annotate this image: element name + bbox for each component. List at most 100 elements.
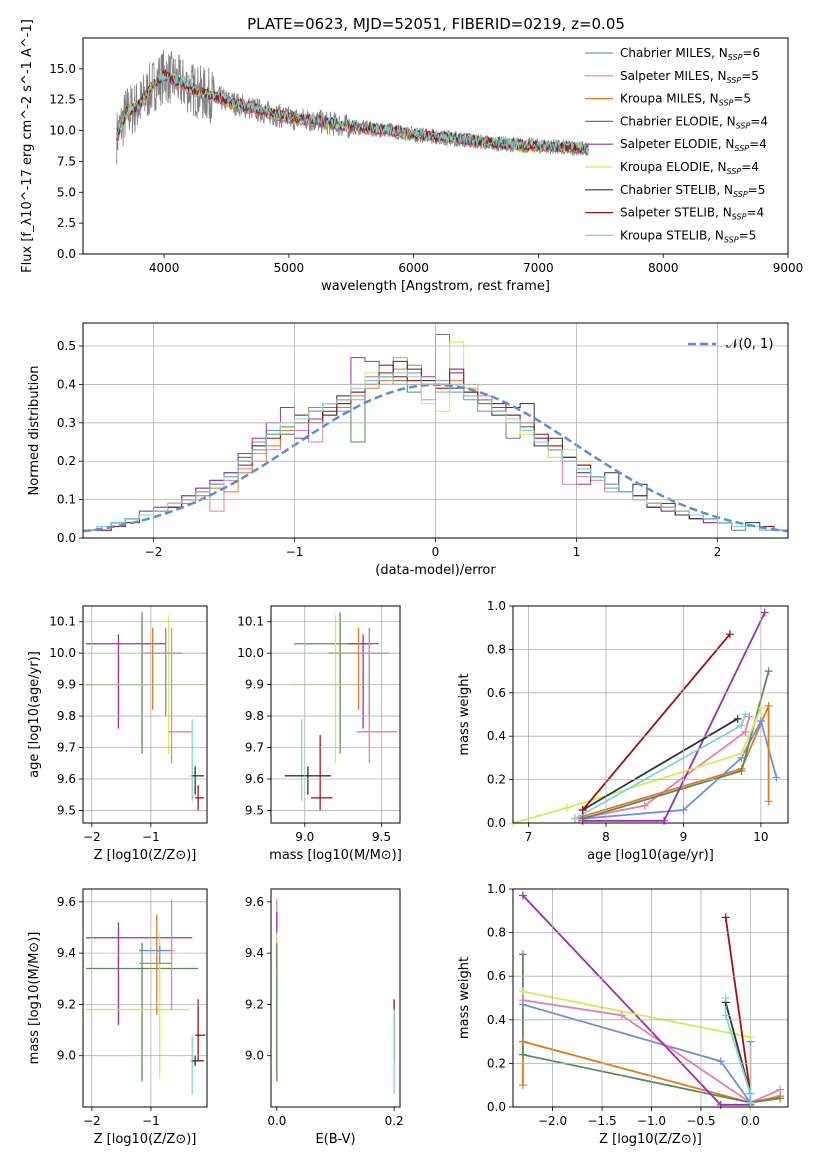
mass_weight_vs_age-x-tick-label: 8 — [602, 830, 610, 844]
plus-marker — [764, 667, 773, 676]
plus-marker — [679, 805, 688, 814]
age_vs_mass-y-tick-label: 9.7 — [245, 741, 264, 755]
mass_vs_Z-panel: −2 −1 9.0 9.2 9.4 9.6 Z [log10(Z/Z⊙)] mass [log… — [27, 888, 208, 1147]
mass_weight_vs_Z-x-tick-label: −1.0 — [637, 1114, 666, 1128]
spectrum-x-tick-label: 8000 — [648, 261, 679, 275]
residual_hist-y-tick-label: 0.3 — [57, 416, 76, 430]
spectrum-plot-area — [116, 49, 589, 165]
age_vs_Z-x-tick-label: −2 — [83, 830, 101, 844]
figure-title: PLATE=0623, MJD=52051, FIBERID=0219, z=0… — [247, 15, 625, 33]
mass_vs_ebv-y-tick-label: 9.6 — [245, 895, 264, 909]
plus-marker — [721, 1011, 730, 1020]
age_vs_Z-y-tick-label: 10.0 — [49, 646, 76, 660]
spectrum-x-tick-label: 9000 — [773, 261, 804, 275]
plus-marker — [776, 1094, 785, 1103]
plus-marker — [746, 1098, 755, 1107]
age_vs_Z-y-tick-label: 9.9 — [57, 678, 76, 692]
age_vs_Z-y-tick-label: 9.5 — [57, 803, 76, 817]
weight-line — [522, 990, 752, 1107]
age_vs_mass-plot-area — [284, 612, 397, 811]
plus-marker — [518, 950, 527, 959]
plus-marker — [764, 701, 773, 710]
plus-marker — [518, 891, 527, 900]
mass_weight_vs_age-x-tick-label: 9 — [680, 830, 688, 844]
age_vs_mass-y-tick-label: 9.9 — [245, 678, 264, 692]
plus-marker — [518, 996, 527, 1005]
spectrum-frame — [82, 37, 789, 255]
residual_hist-y-tick-label: 0.2 — [57, 454, 76, 468]
mass_weight_vs_age-y-axis-label: mass weight — [457, 673, 472, 755]
plus-marker — [721, 913, 730, 922]
plus-marker — [518, 1081, 527, 1090]
age_vs_Z-y-tick-label: 9.8 — [57, 709, 76, 723]
mass_vs_ebv-frame — [270, 888, 401, 1108]
mass_vs_Z-x-axis-label: Z [log10(Z/Z⊙)] — [94, 1132, 197, 1147]
residual_hist-x-tick-label: −1 — [286, 545, 304, 559]
mass_vs_Z-x-tick-label: −2 — [83, 1114, 101, 1128]
mass_weight_vs_age-panel: 7 8 9 10 0.0 0.2 0.4 0.6 0.8 1.0 age [log10(age/yr… — [457, 599, 789, 863]
age_vs_Z-x-axis-label: Z [log10(Z/Z⊙)] — [94, 848, 197, 863]
weight-line — [582, 718, 739, 811]
mass_vs_ebv-panel: 0.0 0.2 9.0 9.2 9.4 9.6 E(B-V) — [245, 888, 404, 1147]
age_vs_Z-panel: −2 −1 9.5 9.6 9.7 9.8 9.9 10.0 10.1 Z [log10(Z/Z⊙… — [27, 605, 208, 863]
legend-entry: Chabrier STELIB, NSSP=5 — [620, 183, 765, 199]
mass_vs_ebv-y-tick-label: 9.0 — [245, 1049, 264, 1063]
plus-marker — [570, 814, 579, 823]
spectrum-y-tick-label: 2.5 — [57, 216, 76, 230]
spectrum-y-tick-label: 15.0 — [49, 62, 76, 76]
weight-line — [724, 917, 752, 1095]
mass_vs_Z-y-tick-label: 9.6 — [57, 895, 76, 909]
residual_hist-y-tick-label: 0.0 — [57, 531, 76, 545]
weight-line — [513, 707, 762, 823]
age_vs_Z-x-tick-label: −1 — [142, 830, 160, 844]
plus-marker — [737, 766, 746, 775]
mass_weight_vs_age-y-tick-label: 0.0 — [487, 816, 506, 830]
weight-line — [522, 1003, 752, 1106]
age_vs_Z-y-tick-label: 9.7 — [57, 741, 76, 755]
mass_weight_vs_Z-x-tick-label: −0.5 — [686, 1114, 715, 1128]
legend-entry: Kroupa MILES, NSSP=5 — [620, 92, 751, 108]
mass_weight_vs_Z-frame — [512, 888, 789, 1108]
legend-entry: Salpeter ELODIE, NSSP=4 — [620, 137, 767, 153]
legend-entry: Kroupa ELODIE, NSSP=4 — [620, 160, 759, 176]
age_vs_Z-plot-area — [85, 612, 207, 811]
legend-entry: Salpeter STELIB, NSSP=4 — [620, 206, 764, 222]
spectrum-x-tick-label: 5000 — [274, 261, 305, 275]
legend-entry: Chabrier MILES, NSSP=6 — [620, 46, 760, 62]
legend-entry: 𝒩(0, 1) — [726, 337, 773, 352]
mass_vs_ebv-x-tick-label: 0.0 — [267, 1114, 286, 1128]
mass_vs_Z-y-tick-label: 9.0 — [57, 1049, 76, 1063]
spectrum-y-tick-label: 10.0 — [49, 124, 76, 138]
age_vs_Z-frame — [82, 605, 208, 824]
mass_vs_Z-plot-area — [85, 899, 206, 1095]
mass_weight_vs_Z-y-tick-label: 0.8 — [487, 926, 506, 940]
spectrum-x-axis-label: wavelength [Angstrom, rest frame] — [321, 279, 550, 294]
age_vs_Z-y-tick-label: 10.1 — [49, 615, 76, 629]
mass_weight_vs_age-plot-area — [513, 612, 778, 823]
residual_hist-y-tick-label: 0.5 — [57, 339, 76, 353]
age_vs_Z-y-axis-label: age [log10(age/yr)] — [27, 651, 42, 778]
mass_vs_Z-y-tick-label: 9.4 — [57, 946, 76, 960]
mass_weight_vs_age-y-tick-label: 0.2 — [487, 773, 506, 787]
mass_weight_vs_Z-y-tick-label: 0.6 — [487, 969, 506, 983]
legend-entry: Salpeter MILES, NSSP=5 — [620, 69, 759, 85]
plus-marker — [756, 717, 765, 726]
mass_weight_vs_Z-y-tick-label: 0.2 — [487, 1056, 506, 1070]
spectrum-y-axis-label: Flux [f_λ10^-17 erg cm^-2 s^-1 A^-1] — [20, 19, 35, 273]
mass_weight_vs_age-y-tick-label: 1.0 — [487, 599, 506, 613]
age_vs_mass-y-tick-label: 9.8 — [245, 709, 264, 723]
plus-marker — [518, 987, 527, 996]
plus-marker — [716, 1057, 725, 1066]
mass_weight_vs_Z-panel: −2.0 −1.5 −1.0 −0.5 0.0 0.0 0.2 0.4 0.6 0.8 1.0 Z [… — [457, 882, 789, 1147]
plus-marker — [760, 608, 769, 617]
age_vs_Z-y-tick-label: 9.6 — [57, 772, 76, 786]
mass_weight_vs_age-x-tick-label: 10 — [753, 830, 768, 844]
mass_weight_vs_age-x-tick-label: 7 — [525, 830, 533, 844]
weight-line — [582, 718, 778, 820]
age_vs_mass-panel: 9.0 9.5 9.5 9.6 9.7 9.8 9.9 10.0 10.1 mass [log10… — [237, 605, 402, 863]
mass_weight_vs_age-y-tick-label: 0.8 — [487, 642, 506, 656]
weight-line — [522, 894, 751, 1106]
plus-marker — [578, 805, 587, 814]
spectrum-x-tick-label: 4000 — [149, 261, 180, 275]
